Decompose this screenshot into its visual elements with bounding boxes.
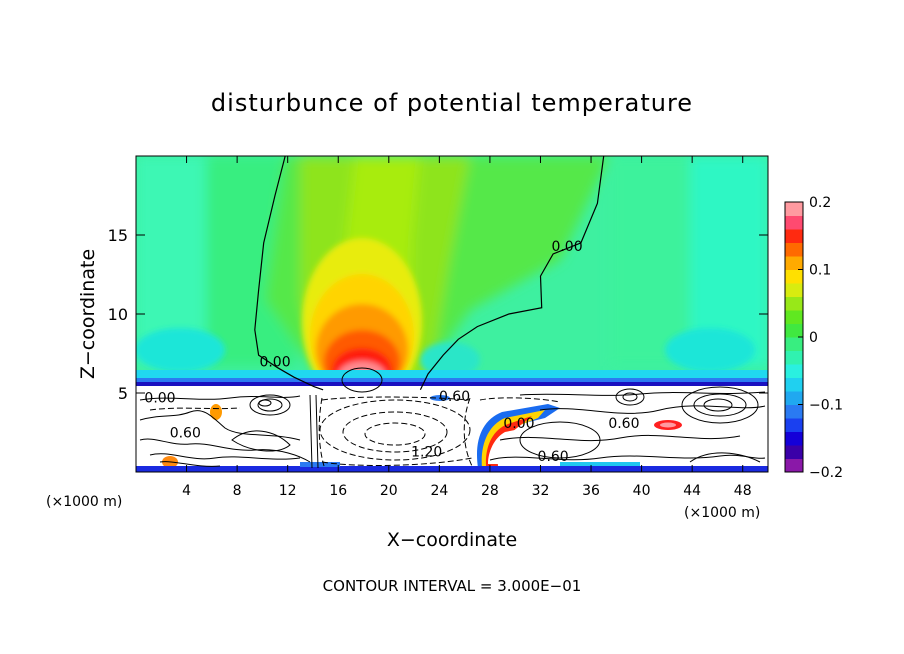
contour-label: 0.60 [170, 426, 201, 442]
zero-contour-right [419, 156, 605, 391]
colorbar-cell [785, 431, 803, 446]
colorbar-cells [785, 202, 803, 473]
x-tick-label: 36 [582, 483, 600, 499]
chart-title: disturbunce of potential temperature [211, 89, 693, 117]
colorbar-cell [785, 377, 803, 392]
contour-interval-note: CONTOUR INTERVAL = 3.000E−01 [323, 577, 582, 595]
x-tick-label: 12 [279, 483, 297, 499]
colorbar-cell [785, 458, 803, 473]
colorbar-tick-label: 0.2 [809, 195, 831, 211]
colorbar-cell [785, 242, 803, 257]
y-tick-label: 15 [108, 226, 128, 245]
x-tick-label: 48 [734, 483, 752, 499]
x-tick-label: 4 [182, 483, 191, 499]
colorbar-tick-label: 0 [809, 330, 818, 346]
colorbar-cell [785, 283, 803, 297]
x-tick-label: 16 [329, 483, 347, 499]
colorbar-cell [785, 350, 803, 365]
colorbar-cell [785, 269, 803, 284]
colorbar-tick-label: −0.2 [809, 465, 843, 481]
y-tick-label: 10 [108, 305, 128, 324]
contour-label: 0.00 [144, 391, 175, 407]
colorbar-tick-label: 0.1 [809, 263, 831, 279]
colorbar-cell [785, 337, 803, 351]
x-tick-label: 24 [430, 483, 448, 499]
x-axis-title: X−coordinate [387, 529, 517, 551]
x-unit-left: (×1000 m) [46, 494, 122, 510]
contour-labels: 0.00 0.00 0.00 0.60 0.60 0.00 0.60 1.20 0.60 [144, 239, 639, 465]
colorbar-cell [785, 296, 803, 311]
contour-label: 0.60 [538, 449, 569, 465]
contour-label: 0.60 [439, 389, 470, 405]
dashed-contours [149, 396, 561, 467]
x-tick-label: 8 [233, 483, 242, 499]
y-axis-title: Z−coordinate [77, 249, 99, 379]
lower-contours [139, 386, 766, 469]
x-unit-right: (×1000 m) [684, 505, 760, 521]
y-tick-label: 5 [118, 384, 128, 403]
colorbar-cell [785, 323, 803, 338]
x-tick-label: 28 [481, 483, 499, 499]
colorbar-cell [785, 404, 803, 419]
x-tick-label: 20 [380, 483, 398, 499]
x-tick-label: 40 [633, 483, 651, 499]
y-axis: 5 10 15 [108, 226, 768, 403]
colorbar-cell [785, 256, 803, 270]
x-tick-label: 44 [683, 483, 701, 499]
lower-layer-patches [136, 395, 768, 472]
colorbar-cell [785, 364, 803, 378]
contour-label: 0.60 [608, 416, 639, 432]
colorbar-cell [785, 391, 803, 405]
colorbar-cell [785, 215, 803, 230]
x-axis: 4 8 12 16 20 24 28 32 36 40 44 48 [182, 156, 752, 499]
zero-contour-left [254, 156, 324, 391]
contour-label: 0.00 [551, 239, 582, 255]
temperature-field: 0.00 0.00 0.00 0.60 0.60 0.00 0.60 1.20 0.60 [136, 156, 768, 472]
contour-label: 0.00 [503, 416, 534, 432]
colorbar-tick-label: −0.1 [809, 398, 843, 414]
colorbar: 0.2 0.1 0 −0.1 −0.2 [784, 195, 843, 481]
colorbar-cell [785, 229, 803, 243]
contour-label: 0.00 [259, 354, 290, 370]
colorbar-ticks: 0.2 0.1 0 −0.1 −0.2 [798, 195, 843, 481]
colorbar-cell [785, 418, 803, 432]
colorbar-cell [785, 202, 803, 216]
contour-label: 1.20 [411, 444, 442, 460]
colorbar-cell [785, 310, 803, 324]
x-tick-label: 32 [532, 483, 550, 499]
colorbar-cell [785, 445, 803, 459]
